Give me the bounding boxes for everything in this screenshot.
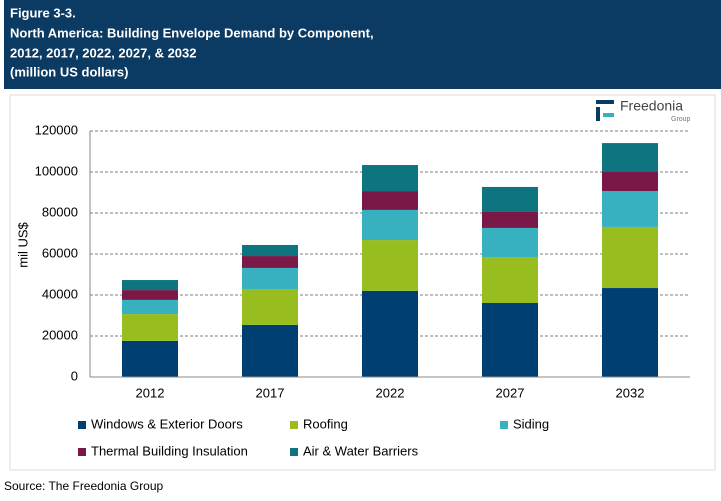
legend-label: Windows & Exterior Doors [91, 416, 243, 431]
x-tick-label: 2027 [496, 385, 525, 400]
bar-segment [482, 186, 538, 212]
bar-segment [482, 257, 538, 303]
x-tick-label: 2012 [136, 385, 165, 400]
logo-name: Freedonia [620, 98, 683, 114]
bar-segment [122, 314, 178, 341]
bar-segment [122, 340, 178, 377]
x-tick-label: 2032 [616, 385, 645, 400]
header-band [4, 0, 721, 89]
legend-swatch [500, 421, 508, 429]
y-tick-label: 60000 [42, 245, 78, 260]
bar-segment [362, 290, 418, 377]
title: North America: Building Envelope Demand … [10, 25, 374, 40]
bar-segment [362, 209, 418, 241]
bar-segment [122, 290, 178, 300]
bar-segment [122, 280, 178, 291]
y-tick-label: 80000 [42, 204, 78, 219]
legend-label: Air & Water Barriers [303, 443, 419, 458]
y-axis-label: mil US$ [15, 221, 30, 267]
logo-mark [596, 100, 614, 104]
bar-segment [482, 211, 538, 228]
legend-swatch [78, 421, 86, 429]
bar-segment [242, 267, 298, 290]
y-tick-label: 20000 [42, 327, 78, 342]
y-tick-label: 40000 [42, 286, 78, 301]
legend-label: Thermal Building Insulation [91, 443, 248, 458]
bar-segment [482, 302, 538, 377]
source: Source: The Freedonia Group [4, 479, 164, 493]
x-tick-label: 2022 [376, 385, 405, 400]
legend-label: Siding [513, 416, 549, 431]
bar-segment [602, 191, 658, 227]
y-tick-label: 0 [71, 368, 78, 383]
title: 2012, 2017, 2022, 2027, & 2032 [10, 45, 197, 60]
legend-swatch [290, 421, 298, 429]
bar-segment [602, 288, 658, 377]
legend-label: Roofing [303, 416, 348, 431]
logo-mark [603, 113, 614, 117]
bar-segment [362, 240, 418, 291]
bar-segment [602, 226, 658, 289]
bar-segment [362, 165, 418, 192]
logo-mark [596, 107, 600, 121]
y-tick-label: 100000 [35, 163, 78, 178]
bar-segment [242, 289, 298, 325]
legend-swatch [78, 448, 86, 456]
bar-segment [482, 227, 538, 258]
chart-frame [9, 94, 716, 471]
bar-segment [602, 143, 658, 172]
logo-sub: Group [671, 116, 691, 123]
logo: Freedonia Group [596, 98, 691, 123]
bar-segment [242, 256, 298, 268]
bar-segment [602, 172, 658, 192]
bar-segment [362, 191, 418, 210]
bar-segment [122, 299, 178, 315]
legend-swatch [290, 448, 298, 456]
bar-segment [242, 244, 298, 257]
title: (million US dollars) [10, 64, 128, 79]
bar-segment [242, 324, 298, 377]
y-tick-label: 120000 [35, 122, 78, 137]
figure-label: Figure 3-3. [10, 5, 76, 20]
x-tick-label: 2017 [256, 385, 285, 400]
